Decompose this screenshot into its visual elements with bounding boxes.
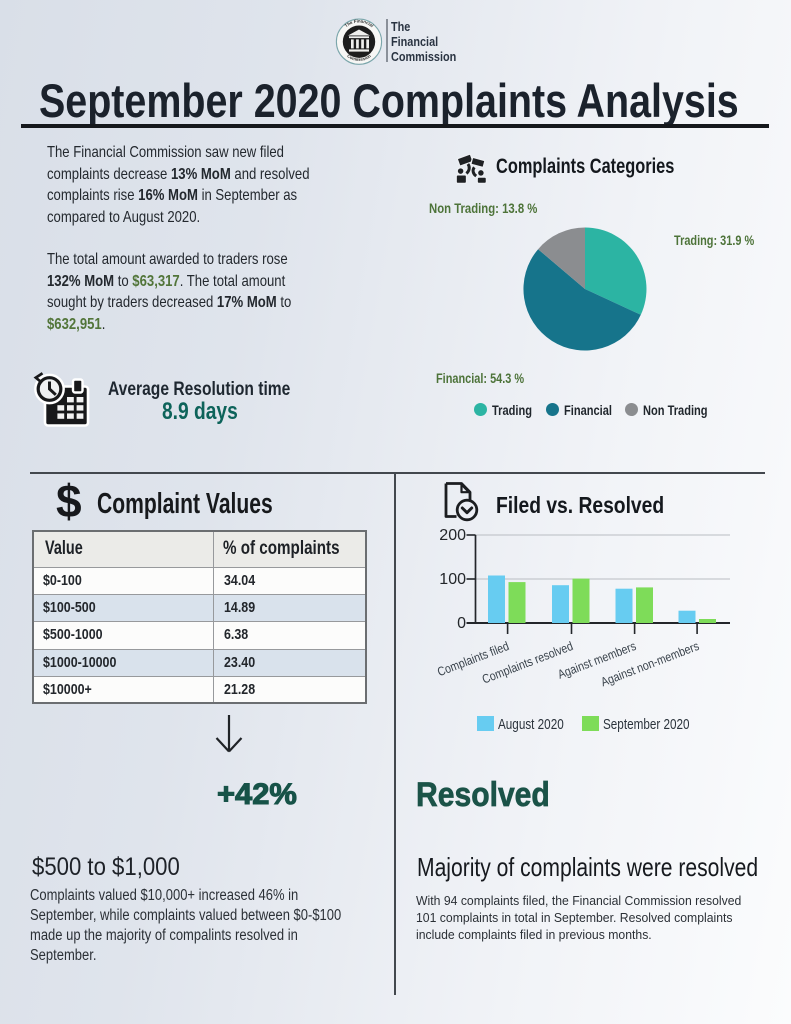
svg-text:Commission: Commission	[346, 53, 372, 62]
svg-text:0: 0	[457, 615, 466, 632]
svg-text:200: 200	[439, 527, 466, 544]
svg-text:100: 100	[439, 571, 466, 588]
svg-text:The Financial: The Financial	[344, 18, 375, 28]
